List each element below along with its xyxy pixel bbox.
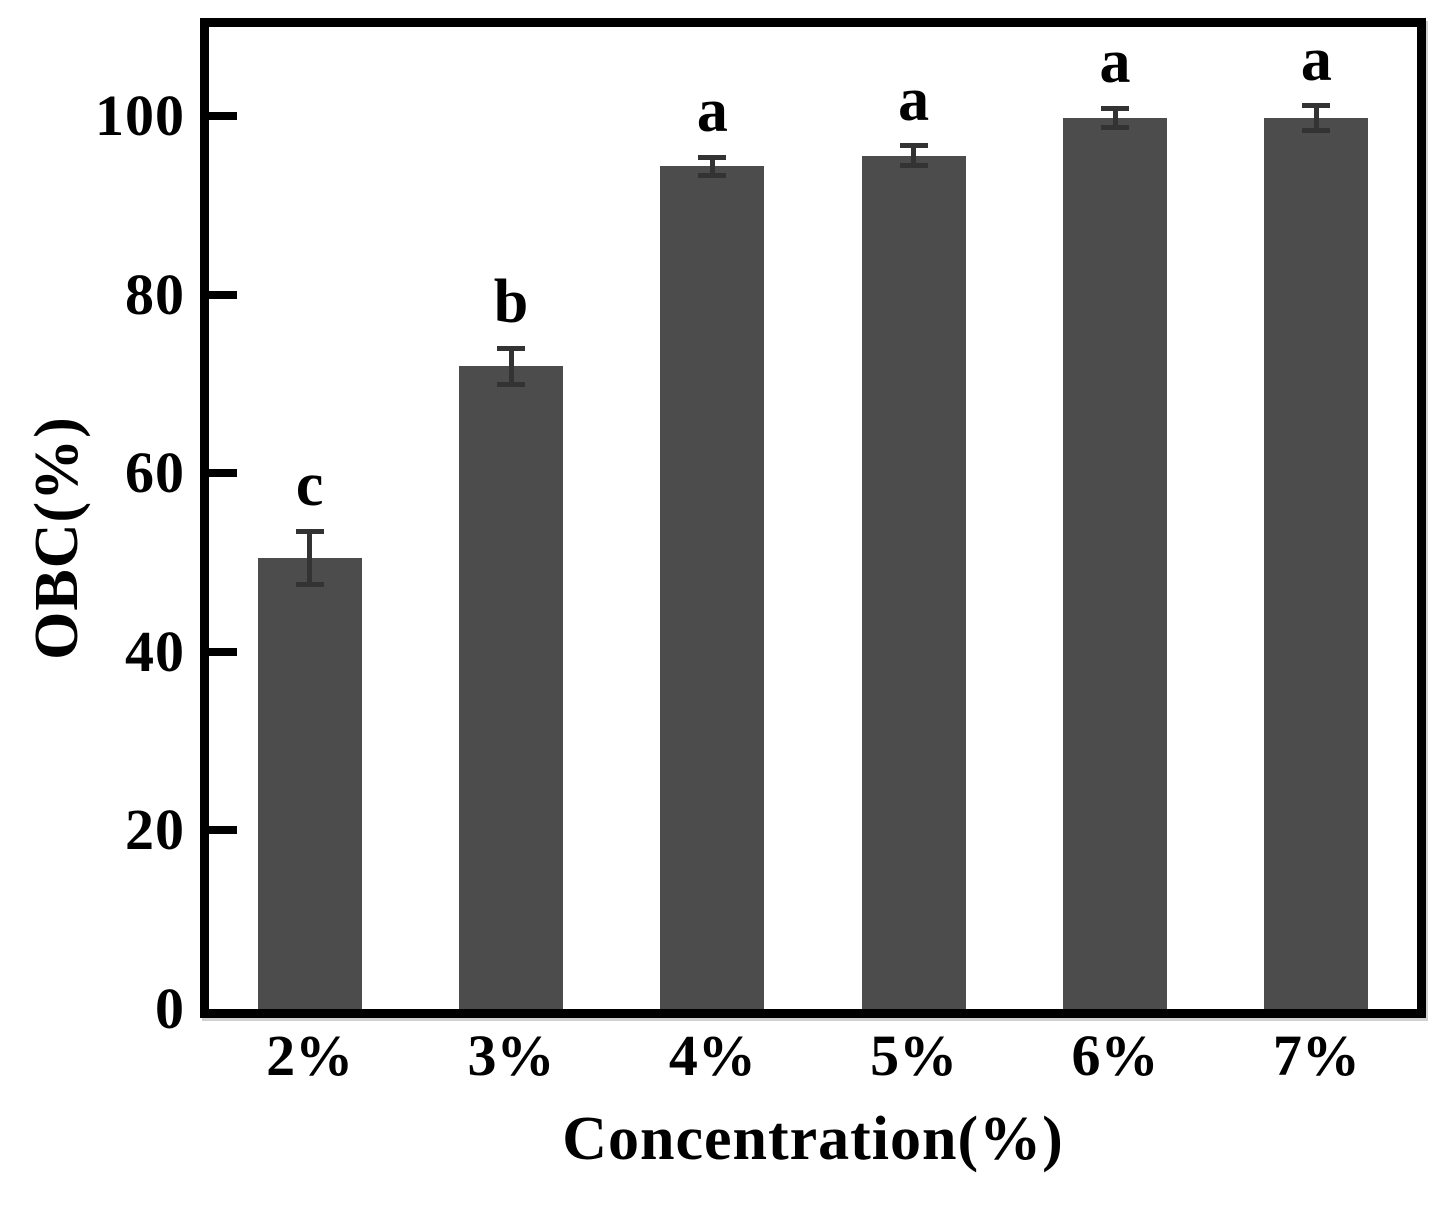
- error-bar-cap: [899, 143, 928, 149]
- x-tick-label: 2%: [266, 1023, 354, 1088]
- significance-letter: a: [696, 77, 728, 146]
- x-tick-label: 3%: [467, 1023, 555, 1088]
- y-axis-tick: [209, 647, 237, 656]
- error-bar: [709, 157, 715, 176]
- bar-2%: [257, 558, 362, 1009]
- x-tick-label: 5%: [870, 1023, 958, 1088]
- error-bar: [911, 145, 917, 166]
- bar-3%: [459, 366, 563, 1009]
- x-tick-label: 7%: [1272, 1023, 1360, 1088]
- y-tick-label: 20: [125, 797, 185, 863]
- bar-6%: [1063, 118, 1167, 1009]
- y-axis-tick: [209, 290, 237, 299]
- y-tick-label: 80: [125, 261, 185, 327]
- error-bar: [307, 531, 313, 585]
- error-bar: [1112, 108, 1118, 128]
- significance-letter: a: [1300, 25, 1332, 94]
- bar-4%: [660, 166, 765, 1009]
- significance-letter: b: [493, 268, 529, 337]
- y-axis-tick: [209, 826, 237, 835]
- y-tick-label: 100: [95, 83, 185, 149]
- plot-area: c b a a a a: [200, 18, 1426, 1018]
- bar-7%: [1264, 118, 1369, 1009]
- error-bar-cap: [1302, 128, 1331, 134]
- error-bar-cap: [1302, 103, 1331, 109]
- error-bar-cap: [497, 381, 525, 387]
- y-axis-tick: [209, 469, 237, 478]
- y-tick-label: 0: [155, 976, 185, 1041]
- error-bar-cap: [698, 172, 727, 178]
- error-bar-cap: [1101, 105, 1129, 111]
- x-axis-title: Concentration(%): [562, 1105, 1064, 1173]
- error-bar: [508, 348, 514, 385]
- error-bar-cap: [1101, 125, 1129, 131]
- x-tick-label: 4%: [668, 1023, 756, 1088]
- significance-letter: a: [1099, 28, 1131, 97]
- bar-5%: [861, 155, 966, 1009]
- error-bar: [1313, 105, 1319, 131]
- x-tick-label: 6%: [1071, 1023, 1159, 1088]
- y-axis-tick: [209, 112, 237, 121]
- error-bar-cap: [295, 582, 324, 588]
- error-bar-cap: [899, 162, 928, 168]
- y-tick-label: 40: [125, 618, 185, 684]
- error-bar-cap: [295, 528, 324, 534]
- error-bar-cap: [698, 154, 727, 160]
- y-tick-label: 60: [125, 440, 185, 506]
- error-bar-cap: [497, 345, 525, 351]
- significance-letter: a: [898, 65, 930, 134]
- significance-letter: c: [295, 451, 324, 520]
